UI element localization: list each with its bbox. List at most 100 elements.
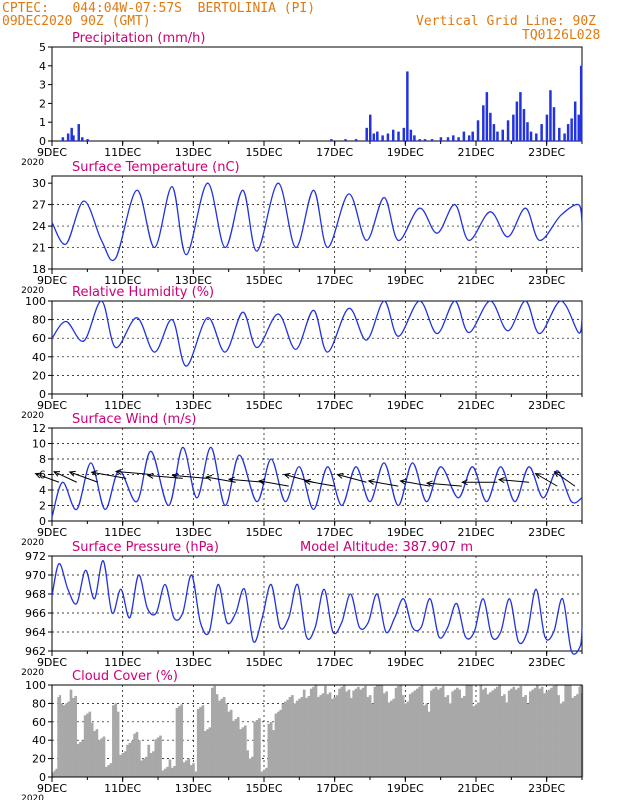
precip-bar [512, 114, 515, 141]
cloud-bar [276, 711, 280, 777]
cloud-bar [345, 691, 348, 777]
precip-panel: Precipitation (mm/h) 0 1 2 3 4 5 9DEC 11DEC 13DEC… [21, 31, 583, 168]
pressure-xtick-label: 19DEC [387, 656, 424, 669]
cloud-bar [397, 685, 400, 777]
wind-title: Surface Wind (m/s) [72, 412, 196, 427]
cloud-bar [413, 690, 417, 777]
precip-bar [467, 135, 471, 141]
cloud-bar [352, 690, 355, 777]
wind-arrow-shaft [368, 480, 399, 487]
cloud-bar [269, 721, 273, 777]
precip-xtick-label: 15DEC [245, 146, 282, 159]
wind-arrow-head [303, 478, 312, 485]
precip-bar [457, 137, 460, 141]
precip-bar [535, 133, 538, 141]
humidity-xtick-label: 13DEC [175, 399, 212, 412]
cloud-bar [455, 687, 459, 777]
humidity-xtick-label: 9DEC [37, 399, 67, 412]
cloud-bar [582, 685, 583, 777]
wind-xtick-label: 17DEC [316, 526, 353, 539]
cloud-bar [354, 688, 358, 777]
wind-arrow-head [227, 476, 235, 483]
cloud-bar [529, 691, 532, 777]
cloud-ytick-label: 40 [32, 734, 46, 747]
precip-bar [423, 139, 427, 141]
cloud-bar [211, 687, 214, 777]
precip-bar [489, 112, 492, 141]
precip-bar [522, 109, 526, 141]
wind-arrow-shaft [535, 473, 558, 487]
cloud-bar [272, 730, 275, 777]
cloud-bar [86, 713, 89, 777]
cloud-bar [514, 689, 518, 777]
cloud-bar [251, 756, 254, 777]
precip-bar [372, 133, 376, 141]
wind-arrow-head [367, 478, 375, 485]
cloud-bar [307, 696, 311, 777]
cloud-bar [81, 740, 85, 777]
cloud-bar [83, 715, 87, 777]
cloud-bar [474, 704, 478, 777]
cloud-bar [166, 766, 169, 777]
cloud-bar [538, 688, 542, 777]
cloud-bar [260, 771, 264, 777]
cloud-bar [64, 703, 68, 777]
precip-bar [471, 131, 474, 141]
cloud-bar [145, 756, 148, 777]
wind-arrow-shaft [172, 474, 208, 479]
temperature-series-line [51, 182, 583, 261]
cloud-bar [394, 687, 398, 777]
cloud-bar [123, 751, 127, 777]
cloud-bar [387, 702, 391, 777]
cloud-bar [550, 687, 553, 777]
temperature-title: Surface Temperature (nC) [72, 160, 240, 175]
wind-arrow-shaft [259, 480, 289, 487]
cloud-bar [95, 729, 99, 777]
precip-ytick-label: 3 [39, 79, 46, 92]
cloud-bar [576, 694, 579, 777]
wind-arrow-head [497, 477, 505, 484]
cloud-bar [470, 685, 473, 777]
cloud-bar [274, 713, 278, 777]
humidity-frame [51, 300, 583, 395]
cloud-bar [265, 767, 268, 777]
cloud-bar [390, 700, 393, 777]
cloud-bar [227, 711, 231, 777]
cloud-bar [420, 685, 424, 777]
cloud-bar [149, 753, 153, 777]
cloud-bar [314, 685, 318, 777]
cloud-bar [76, 743, 80, 777]
cloud-bar [241, 727, 245, 777]
cloud-bar [107, 765, 111, 777]
wind-arrow-head [258, 478, 266, 485]
cloud-bar [503, 694, 506, 777]
precip-bar [369, 114, 372, 141]
precip-bar [402, 127, 406, 141]
cloud-bar [571, 697, 575, 777]
cloud-bar [378, 685, 381, 777]
pressure-xtick-label: 17DEC [316, 656, 353, 669]
cloud-bar [444, 696, 447, 777]
humidity-ytick-label: 100 [25, 295, 46, 308]
cloud-bar [425, 703, 429, 777]
cloud-bar [564, 685, 567, 777]
cloud-bar [168, 759, 172, 777]
wind-arrow-shaft [229, 478, 265, 483]
humidity-ytick-label: 0 [39, 388, 46, 401]
cloud-bar [140, 760, 143, 777]
cloud-bar [309, 688, 313, 777]
cloud-bar [218, 700, 221, 777]
cloud-bar [225, 703, 228, 777]
pressure-xtick-label: 11DEC [104, 656, 141, 669]
cloud-bar [446, 695, 450, 777]
precip-bar [482, 105, 485, 141]
precip-bar [70, 127, 73, 141]
precip-bar [418, 139, 421, 141]
cloud-bar [545, 691, 549, 777]
cloud-bar [552, 685, 556, 777]
wind-arrow-head [283, 472, 291, 479]
cloud-bar [453, 689, 457, 777]
cloud-xtick-label: 23DEC [528, 782, 565, 795]
wind-arrow-head [461, 479, 468, 486]
cloud-bar [349, 697, 353, 777]
